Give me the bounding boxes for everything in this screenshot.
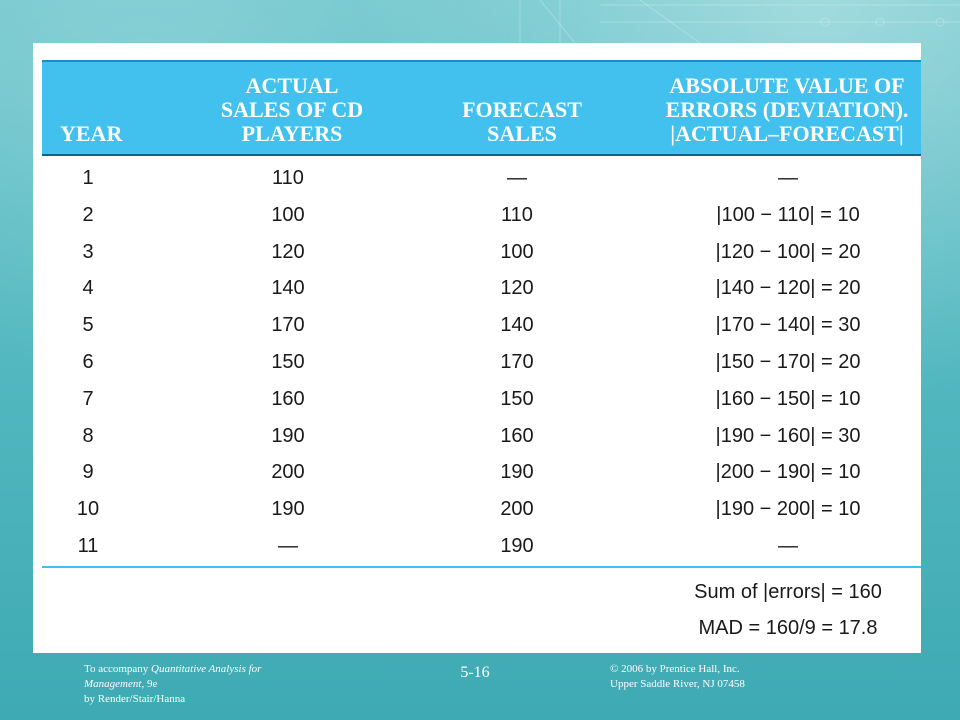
footer-copyright: © 2006 by Prentice Hall, Inc. Upper Sadd… — [610, 662, 840, 692]
cell-abs-error: |200 − 190| = 10 — [715, 461, 861, 484]
header-actual-sales: ACTUAL SALES OF CD PLAYERS — [220, 73, 364, 146]
cell-actual: 100 — [271, 203, 305, 226]
table-divider — [42, 566, 921, 568]
table-row: 8 190 160 |190 − 160| = 30 — [33, 422, 921, 459]
cell-forecast: — — [507, 167, 527, 189]
cell-forecast: 160 — [500, 424, 534, 447]
sum-of-errors: Sum of |errors| = 160 — [694, 581, 882, 603]
cell-abs-error: |120 − 100| = 20 — [715, 240, 861, 263]
table-row: 6 150 170 |150 − 170| = 20 — [33, 348, 921, 385]
cell-year: 8 — [82, 424, 94, 447]
mad-result: MAD = 160/9 = 17.8 — [698, 617, 878, 639]
cell-year: 2 — [82, 203, 94, 226]
footer-prefix: To accompany — [84, 663, 152, 675]
cell-year: 9 — [82, 461, 94, 484]
cell-forecast: 170 — [500, 350, 534, 373]
footer-edition: , 9e — [141, 678, 158, 690]
footer-book-title: Quantitative Analysis for Management — [84, 663, 262, 690]
cell-abs-error: |190 − 160| = 30 — [715, 424, 861, 447]
copyright-line-1: © 2006 by Prentice Hall, Inc. — [610, 663, 740, 675]
cell-year: 6 — [82, 350, 94, 373]
cell-abs-error: |170 − 140| = 30 — [715, 314, 861, 337]
cell-year: 7 — [82, 387, 94, 410]
header-year: YEAR — [60, 121, 123, 146]
cell-year: 4 — [82, 277, 94, 300]
copyright-line-2: Upper Saddle River, NJ 07458 — [610, 678, 745, 690]
table-row: 3 120 100 |120 − 100| = 20 — [33, 238, 921, 275]
cell-forecast: 140 — [500, 314, 534, 337]
header-forecast-sales: FORECAST SALES — [462, 97, 582, 146]
cell-forecast: 190 — [500, 534, 534, 557]
cell-actual: 110 — [272, 167, 304, 189]
table-row: 7 160 150 |160 − 150| = 10 — [33, 385, 921, 422]
cell-forecast: 190 — [500, 461, 534, 484]
table-row: 11 — 190 — — [33, 532, 921, 569]
cell-actual: — — [278, 534, 298, 557]
table-header: YEAR ACTUAL SALES OF CD PLAYERS FORECAST… — [42, 60, 921, 156]
cell-actual: 200 — [271, 461, 305, 484]
cell-actual: 190 — [271, 498, 305, 521]
cell-forecast: 110 — [501, 203, 533, 226]
cell-year: 5 — [82, 314, 94, 337]
cell-abs-error: |190 − 200| = 10 — [715, 498, 861, 521]
cell-year: 10 — [76, 498, 100, 521]
slide-content-panel: YEAR ACTUAL SALES OF CD PLAYERS FORECAST… — [33, 43, 921, 653]
cell-actual: 120 — [271, 240, 305, 263]
cell-actual: 140 — [271, 277, 305, 300]
table-row: 1 110 — — — [33, 164, 921, 201]
table-row: 5 170 140 |170 − 140| = 30 — [33, 311, 921, 348]
cell-abs-error: |140 − 120| = 20 — [715, 277, 861, 300]
table-row: 4 140 120 |140 − 120| = 20 — [33, 274, 921, 311]
table-body: 1 110 — — 2 100 110 |100 − 110| = 10 3 1… — [33, 164, 921, 569]
cell-actual: 160 — [271, 387, 305, 410]
cell-year: 1 — [82, 167, 94, 189]
cell-abs-error: |100 − 110| = 10 — [716, 203, 860, 226]
table-row: 2 100 110 |100 − 110| = 10 — [33, 201, 921, 238]
cell-abs-error: |160 − 150| = 10 — [715, 387, 861, 410]
footer-citation: To accompany Quantitative Analysis for M… — [84, 662, 324, 707]
cell-forecast: 150 — [500, 387, 534, 410]
cell-actual: 150 — [271, 350, 305, 373]
cell-forecast: 120 — [500, 277, 534, 300]
cell-year: 11 — [77, 534, 99, 557]
cell-year: 3 — [82, 240, 94, 263]
table-row: 9 200 190 |200 − 190| = 10 — [33, 458, 921, 495]
cell-actual: 170 — [271, 314, 305, 337]
table-row: 10 190 200 |190 − 200| = 10 — [33, 495, 921, 532]
footer-authors: by Render/Stair/Hanna — [84, 693, 186, 705]
header-absolute-error: ABSOLUTE VALUE OF ERRORS (DEVIATION). |A… — [665, 73, 909, 146]
cell-abs-error: |150 − 170| = 20 — [715, 350, 861, 373]
slide-number: 5-16 — [460, 664, 490, 681]
cell-abs-error: — — [778, 534, 798, 557]
cell-forecast: 100 — [500, 240, 534, 263]
cell-actual: 190 — [271, 424, 305, 447]
cell-abs-error: — — [778, 167, 798, 189]
cell-forecast: 200 — [500, 498, 534, 521]
